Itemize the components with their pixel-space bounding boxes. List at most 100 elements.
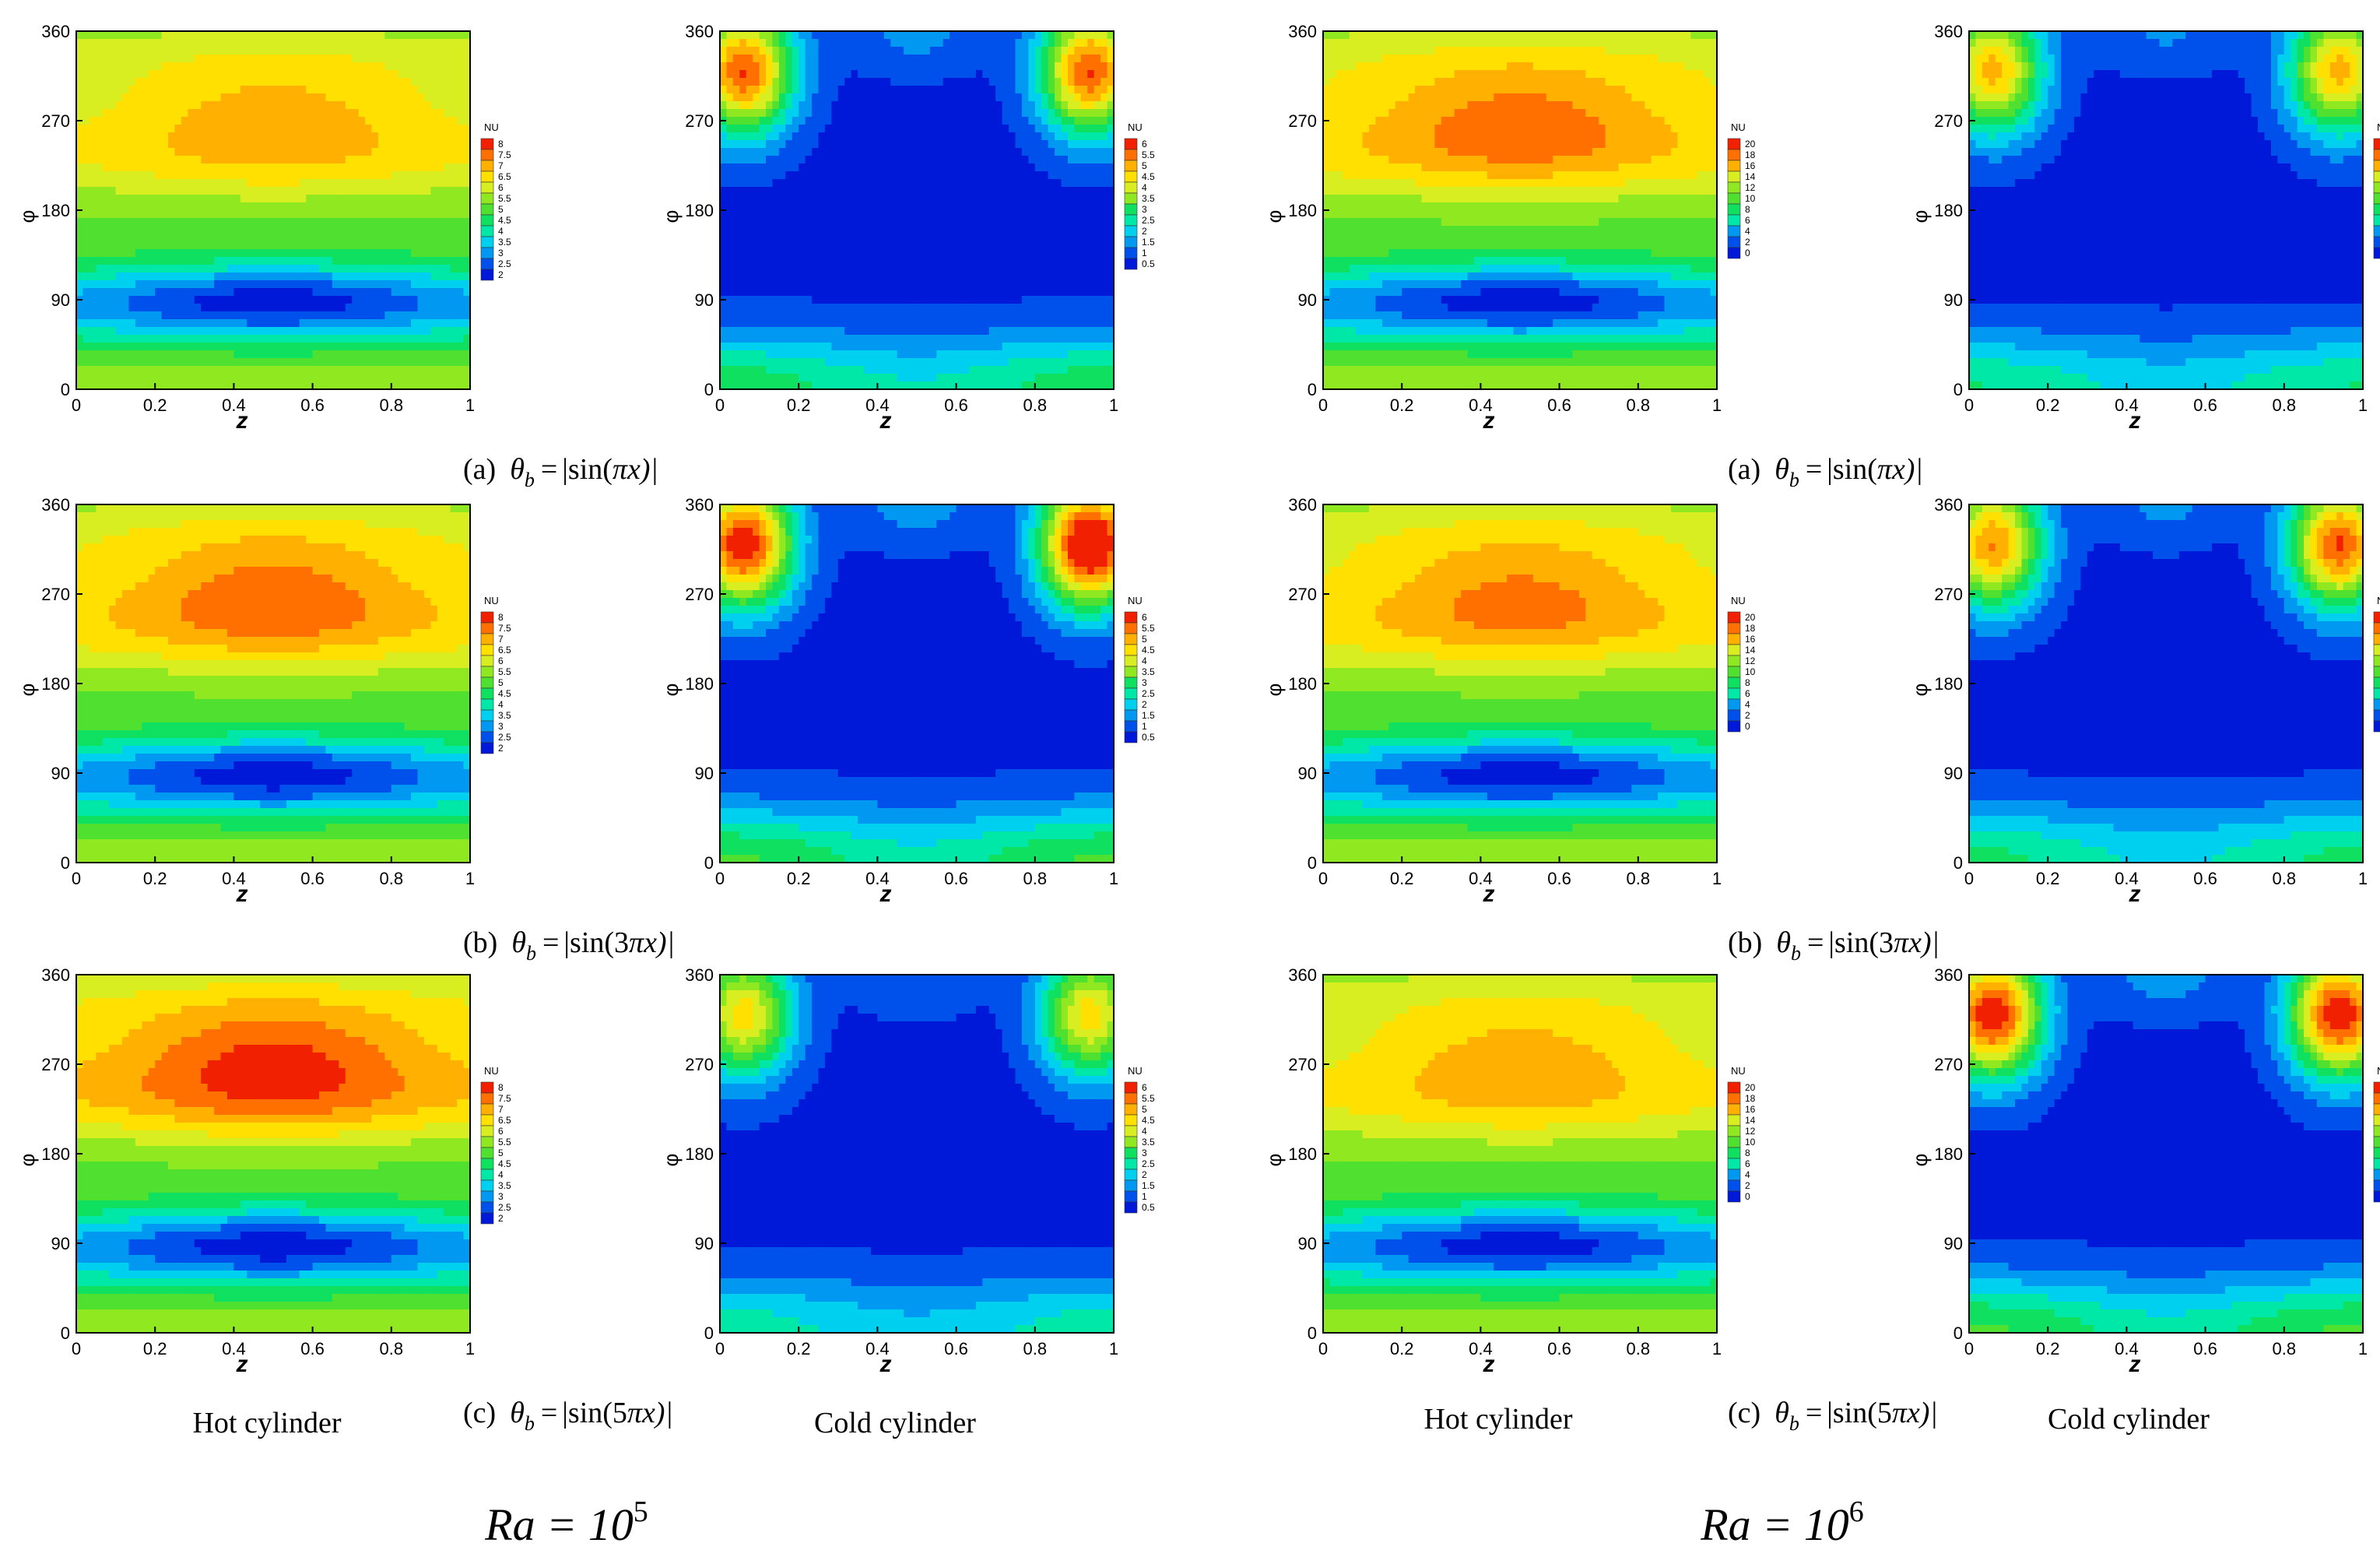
contour-cell <box>175 241 182 250</box>
contour-cell <box>135 31 142 40</box>
contour-cell <box>135 234 142 242</box>
contour-cell <box>233 125 240 133</box>
contour-cell <box>201 62 208 71</box>
contour-cell <box>90 187 97 195</box>
contour-cell <box>240 132 247 141</box>
contour-cell <box>90 125 97 133</box>
contour-cell <box>116 62 123 71</box>
contour-cell <box>142 47 149 55</box>
contour-cell <box>149 350 156 359</box>
contour-cell <box>109 62 116 71</box>
contour-cell <box>208 117 215 125</box>
contour-cell <box>76 31 83 40</box>
contour-cell <box>90 148 97 156</box>
contour-cell <box>155 366 162 374</box>
contour-cell <box>142 350 149 359</box>
contour-cell <box>155 70 162 79</box>
contour-cell <box>149 187 156 195</box>
contour-cell <box>149 257 156 265</box>
contour-cell <box>221 179 228 188</box>
contour-cell <box>201 156 208 164</box>
contour-cell <box>168 374 175 382</box>
contour-cell <box>96 54 103 63</box>
contour-cell <box>155 86 162 94</box>
contour-cell <box>240 70 247 79</box>
contour-cell <box>149 319 156 328</box>
contour-cell <box>214 86 221 94</box>
contour-cell <box>135 241 142 250</box>
contour-cell <box>227 156 234 164</box>
contour-cell <box>227 187 234 195</box>
contour-cell <box>195 280 202 289</box>
contour-cell <box>214 47 221 55</box>
contour-cell <box>188 296 195 304</box>
contour-cell <box>175 31 182 40</box>
contour-cell <box>188 335 195 343</box>
contour-cell <box>181 257 188 265</box>
contour-cell <box>168 288 175 297</box>
contour-cell <box>128 366 135 374</box>
contour-cell <box>76 54 83 63</box>
contour-cell <box>103 78 110 86</box>
contour-cell <box>162 327 169 336</box>
contour-cell <box>96 319 103 328</box>
contour-cell <box>201 226 208 234</box>
contour-cell <box>76 39 83 47</box>
contour-cell <box>240 140 247 149</box>
contour-cell <box>208 327 215 336</box>
contour-cell <box>168 47 175 55</box>
contour-cell <box>90 78 97 86</box>
contour-cell <box>188 109 195 118</box>
contour-cell <box>149 304 156 312</box>
contour-cell <box>82 280 90 289</box>
contour-cell <box>122 311 129 320</box>
contour-cell <box>214 327 221 336</box>
contour-cell <box>109 358 116 367</box>
contour-cell <box>208 93 215 102</box>
contour-cell <box>128 78 135 86</box>
contour-cell <box>181 311 188 320</box>
contour-cell <box>175 109 182 118</box>
contour-cell <box>221 304 228 312</box>
contour-cell <box>175 62 182 71</box>
contour-cell <box>90 195 97 203</box>
contour-cell <box>109 117 116 125</box>
contour-cell <box>76 148 83 156</box>
contour-cell <box>201 265 208 273</box>
contour-cell <box>162 350 169 359</box>
contour-cell <box>240 241 247 250</box>
contour-cell <box>208 148 215 156</box>
contour-cell <box>227 234 234 242</box>
contour-cell <box>96 226 103 234</box>
contour-cell <box>188 156 195 164</box>
contour-cell <box>109 70 116 79</box>
contour-cell <box>208 249 215 258</box>
contour-cell <box>116 140 123 149</box>
contour-cell <box>195 343 202 351</box>
contour-cell <box>233 54 240 63</box>
contour-cell <box>181 202 188 211</box>
contour-cell <box>142 39 149 47</box>
contour-cell <box>240 171 247 180</box>
contour-cell <box>221 327 228 336</box>
contour-cell <box>162 125 169 133</box>
contour-cell <box>82 62 90 71</box>
contour-cell <box>227 304 234 312</box>
contour-cell <box>201 39 208 47</box>
contour-cell <box>103 148 110 156</box>
contour-cell <box>149 171 156 180</box>
contour-cell <box>142 70 149 79</box>
contour-cell <box>82 350 90 359</box>
contour-cell <box>175 257 182 265</box>
contour-cell <box>90 62 97 71</box>
contour-cell <box>149 210 156 219</box>
contour-cell <box>76 249 83 258</box>
contour-cell <box>195 358 202 367</box>
contour-cell <box>82 93 90 102</box>
contour-cell <box>103 187 110 195</box>
contour-cell <box>214 296 221 304</box>
contour-cell <box>149 280 156 289</box>
contour-cell <box>233 358 240 367</box>
contour-cell <box>149 358 156 367</box>
contour-cell <box>96 350 103 359</box>
